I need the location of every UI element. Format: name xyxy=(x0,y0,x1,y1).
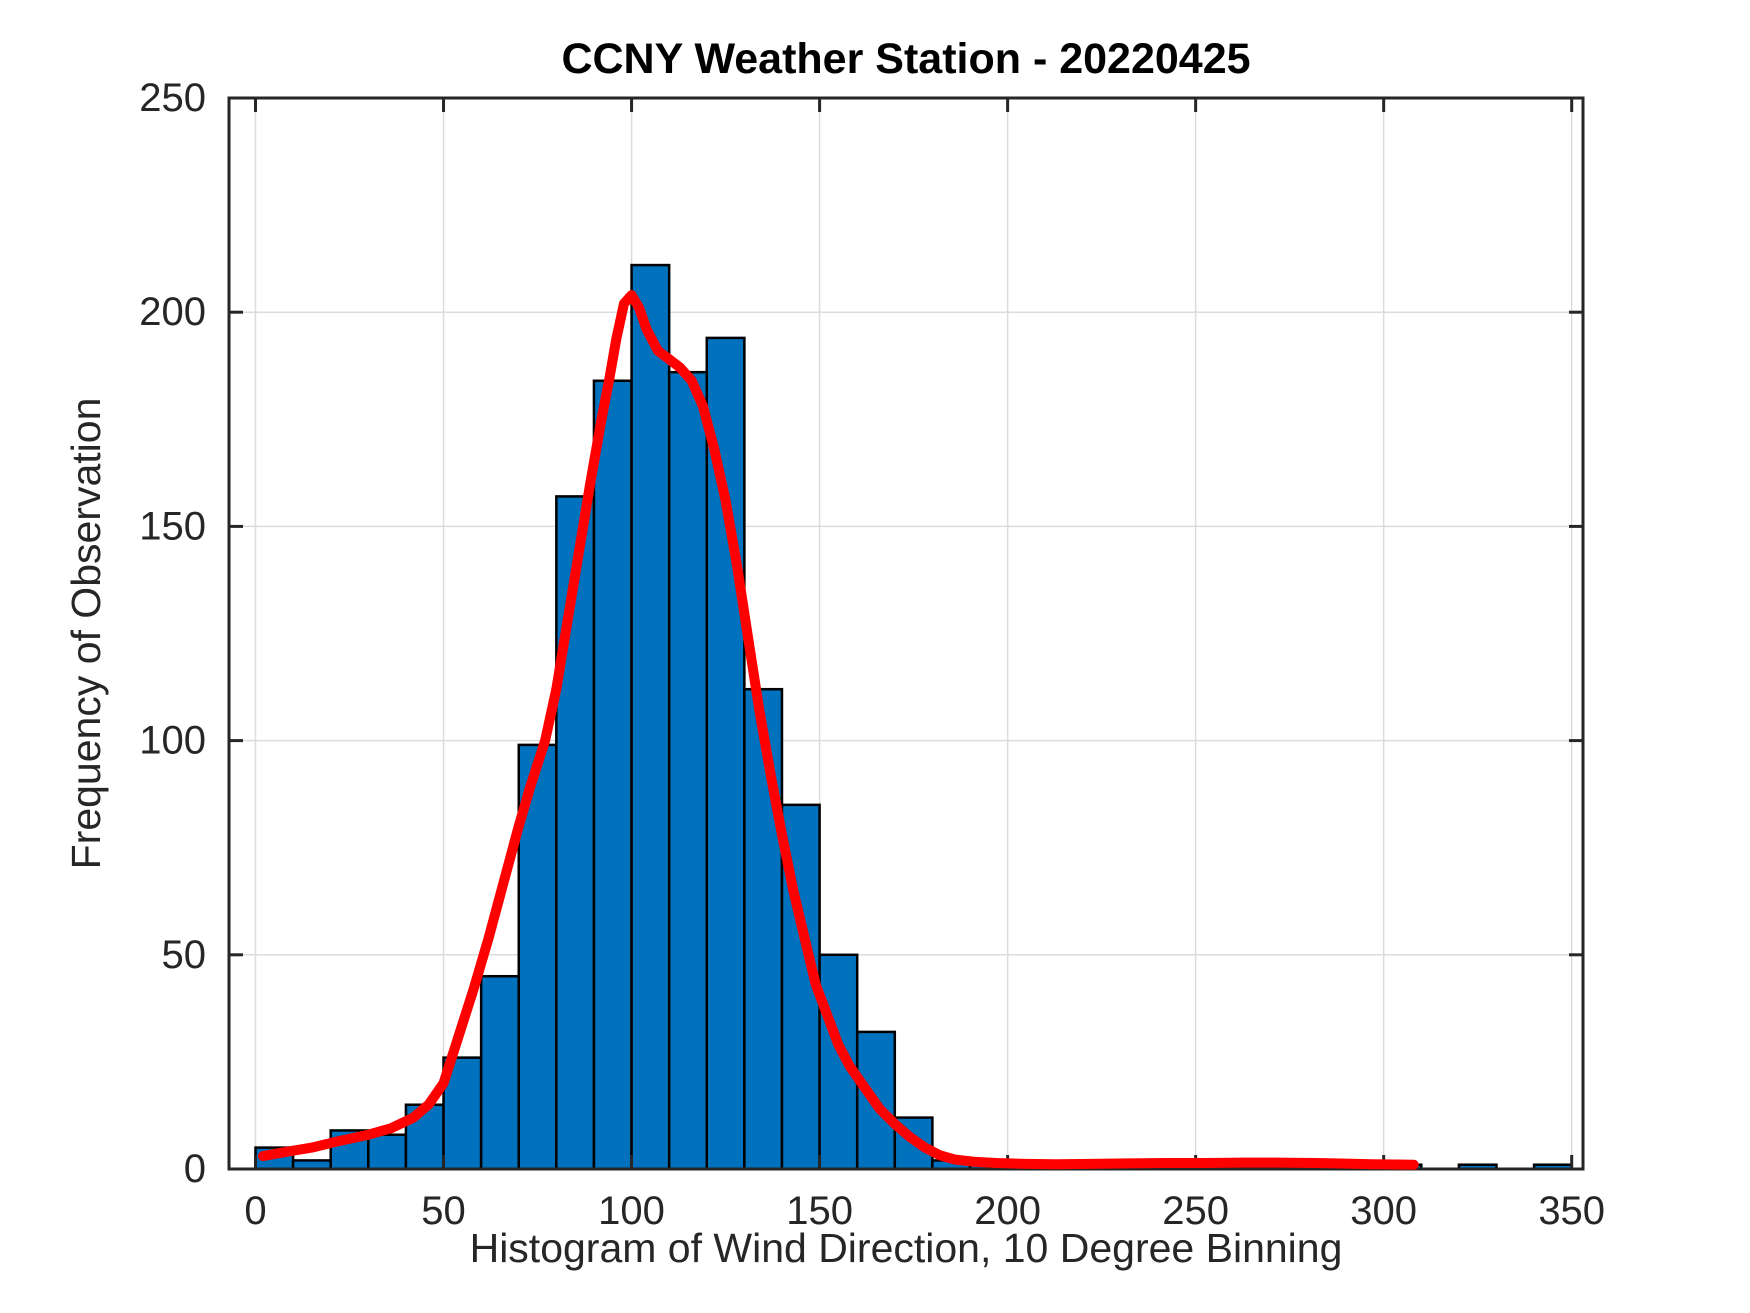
x-tick-label: 50 xyxy=(421,1189,466,1233)
x-tick-label: 100 xyxy=(598,1189,665,1233)
y-tick-label: 0 xyxy=(184,1147,206,1191)
gridlines xyxy=(229,97,1583,1169)
y-tick-label: 250 xyxy=(139,76,206,120)
axis-box xyxy=(227,96,1585,1171)
fit-curve-line xyxy=(258,290,1419,1170)
axis-ticks xyxy=(229,96,1583,1171)
histogram-bar xyxy=(630,263,671,1171)
chart-title: CCNY Weather Station - 20220425 xyxy=(561,35,1250,83)
x-tick-label: 250 xyxy=(1162,1189,1229,1233)
histogram-bar xyxy=(479,974,520,1171)
histogram-bar xyxy=(592,379,633,1171)
x-tick-label: 300 xyxy=(1350,1189,1417,1233)
x-axis-label: Histogram of Wind Direction, 10 Degree B… xyxy=(470,1225,1343,1271)
histogram-bars xyxy=(254,263,1573,1171)
x-tick-label: 150 xyxy=(786,1189,853,1233)
x-tick-label: 350 xyxy=(1538,1189,1605,1233)
y-axis-label: Frequency of Observation xyxy=(63,398,109,870)
y-tick-labels: 0 50 100 150 200 250 xyxy=(139,76,206,1191)
fit-curve xyxy=(258,290,1419,1170)
histogram-bar xyxy=(743,687,784,1171)
y-tick-label: 100 xyxy=(139,719,206,763)
x-tick-label: 0 xyxy=(244,1189,266,1233)
y-tick-label: 200 xyxy=(139,290,206,334)
histogram-bar xyxy=(667,370,709,1171)
x-tick-label: 200 xyxy=(974,1189,1041,1233)
x-tick-labels: 0 50 100 150 200 250 300 350 xyxy=(244,1189,1605,1233)
y-tick-label: 150 xyxy=(139,504,206,548)
y-tick-label: 50 xyxy=(162,933,207,977)
histogram-bar xyxy=(367,1133,408,1171)
histogram-bar xyxy=(555,495,596,1171)
